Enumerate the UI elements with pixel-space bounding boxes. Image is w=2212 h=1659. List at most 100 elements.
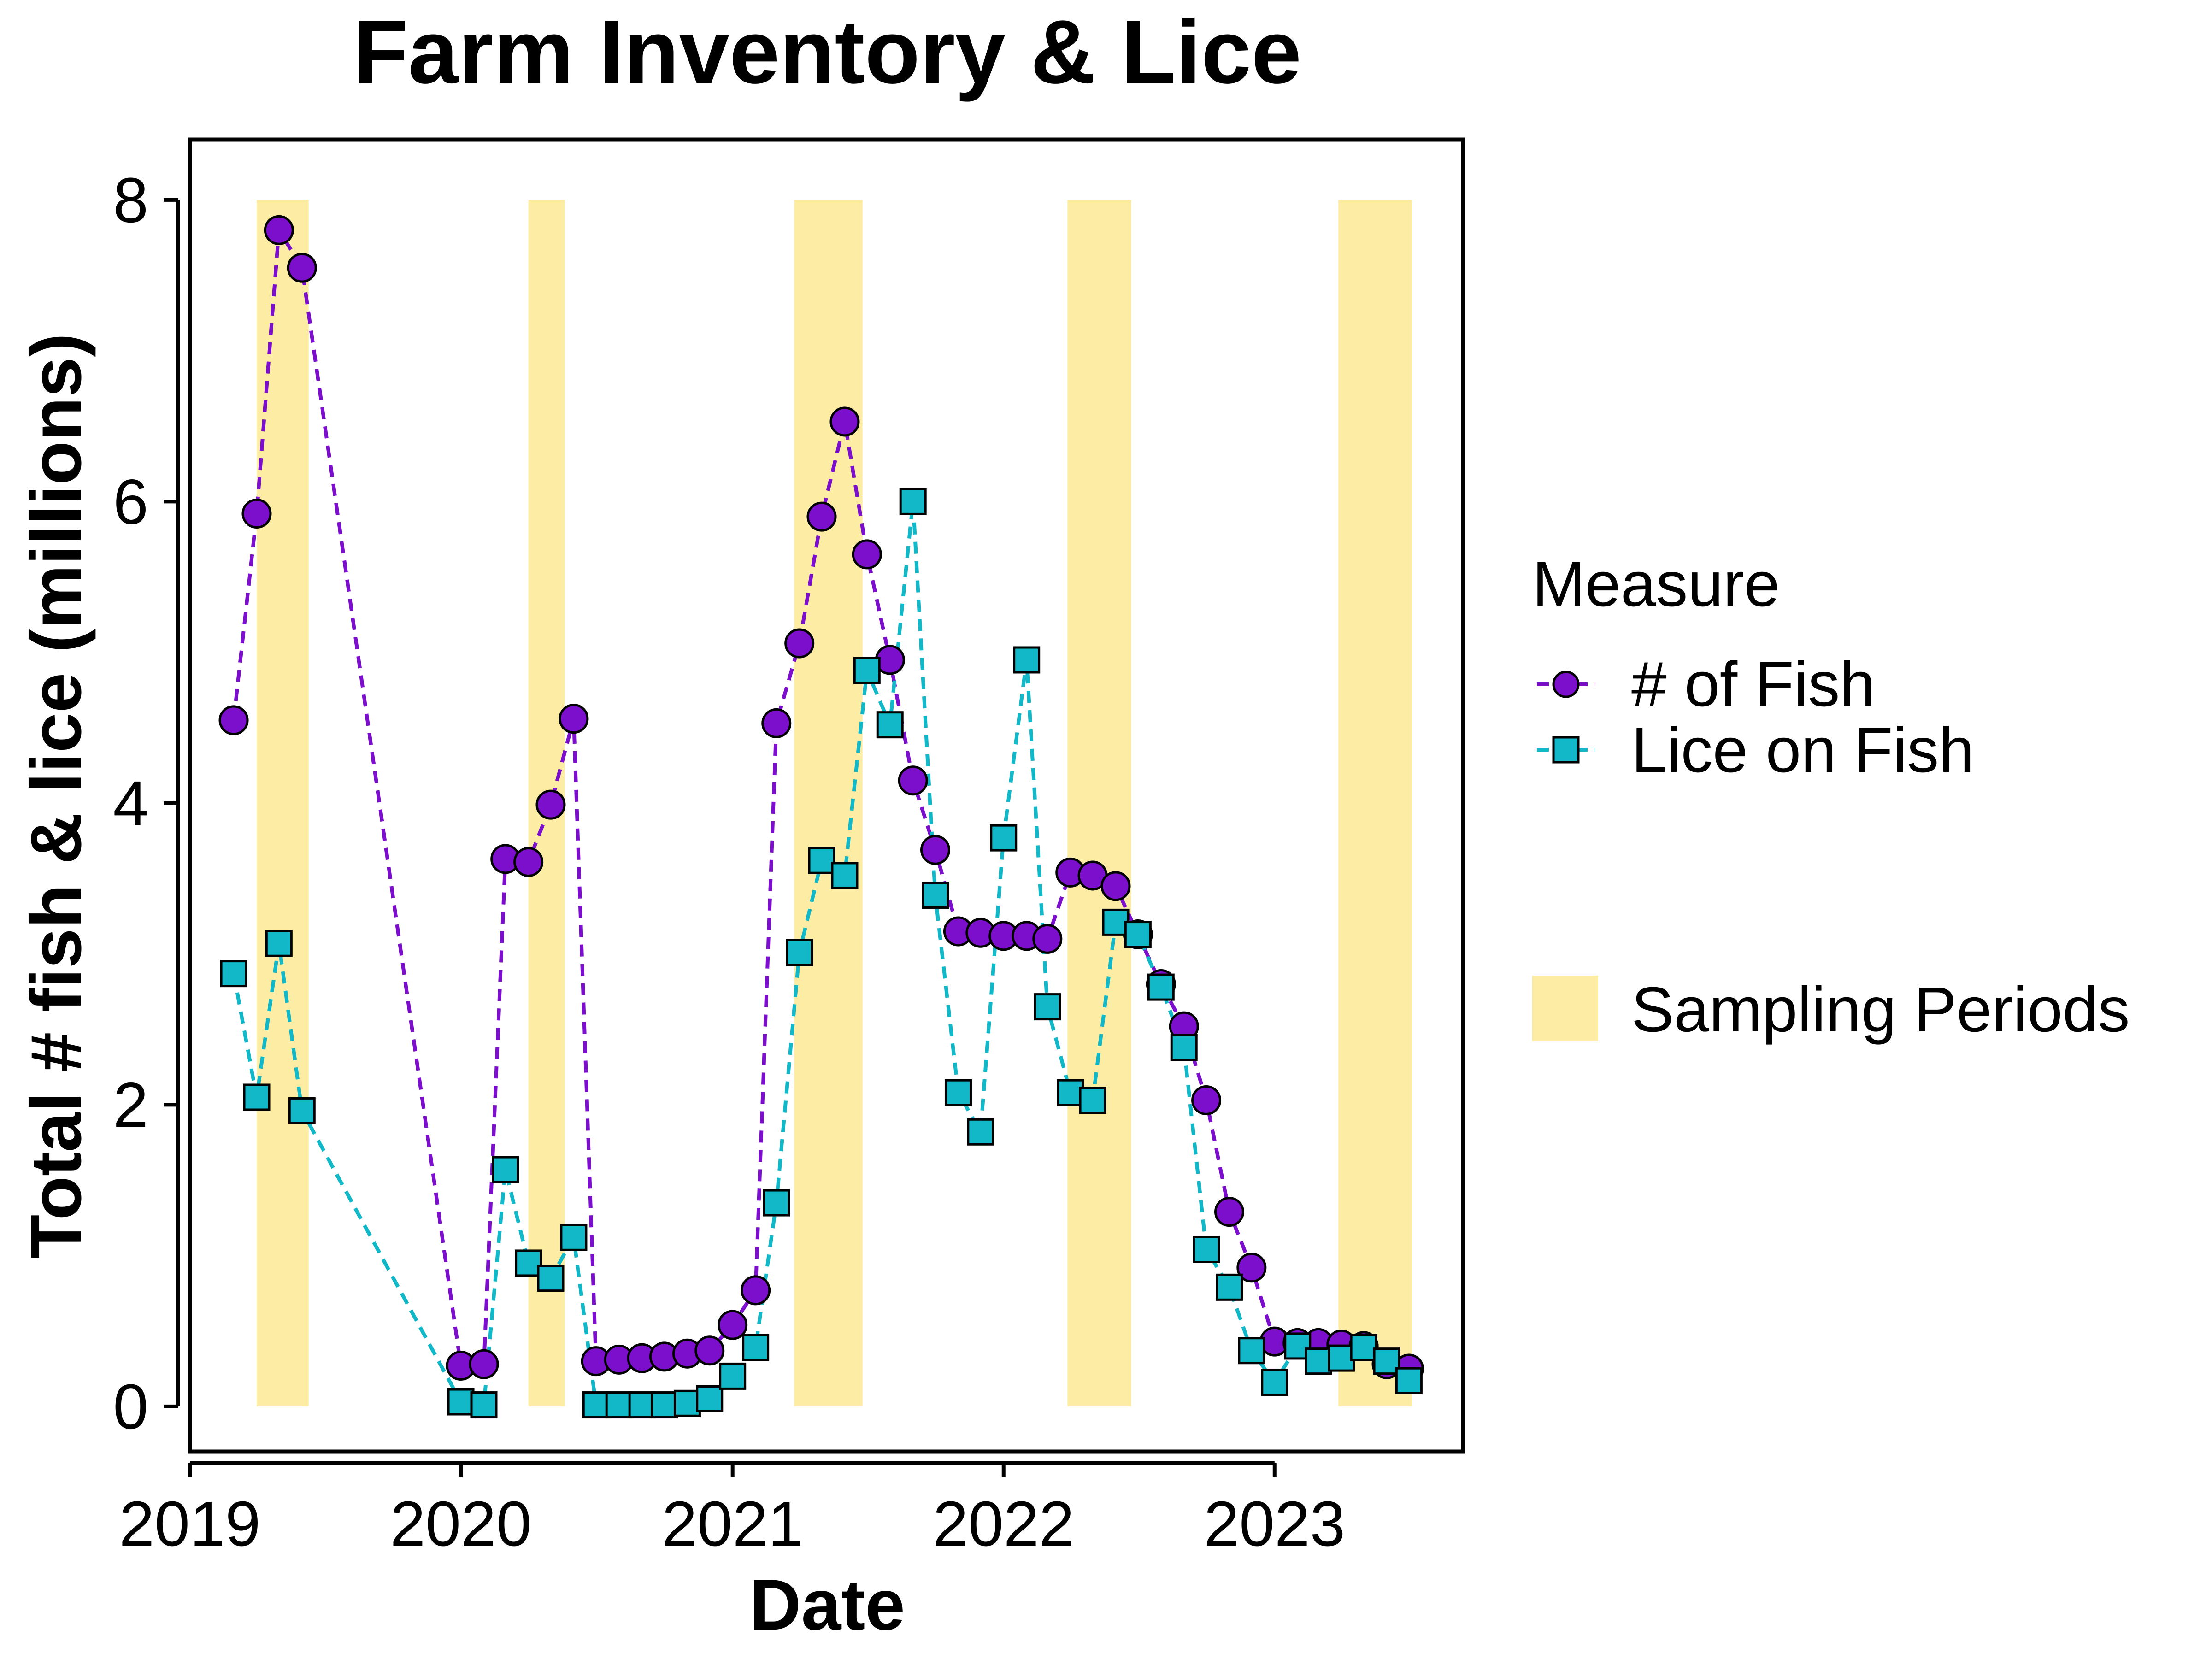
point-lice-40 <box>1238 1337 1265 1365</box>
point-fish-17 <box>718 1310 748 1340</box>
legend: Measure # of Fish Lice on Fish Sampling … <box>1532 549 2130 1045</box>
point-fish-9 <box>535 789 566 820</box>
point-fish-10 <box>559 704 589 734</box>
point-fish-16 <box>694 1335 725 1366</box>
point-lice-26 <box>922 881 949 909</box>
point-lice-30 <box>1013 646 1041 674</box>
point-lice-46 <box>1373 1347 1400 1375</box>
point-lice-41 <box>1261 1368 1288 1396</box>
point-lice-35 <box>1124 921 1152 948</box>
point-lice-7 <box>492 1156 519 1183</box>
y-tick-label-4: 4 <box>113 768 148 839</box>
legend-fish-marker <box>1552 671 1580 698</box>
point-lice-36 <box>1147 973 1175 1001</box>
point-lice-18 <box>742 1334 770 1361</box>
sampling-period-bands <box>256 200 1412 1406</box>
point-fish-22 <box>830 406 860 437</box>
legend-lice-label: Lice on Fish <box>1631 715 1974 786</box>
series-markers <box>218 215 1424 1419</box>
point-lice-32 <box>1057 1079 1084 1106</box>
legend-item-lice: Lice on Fish <box>1537 715 1974 786</box>
y-tick-label-2: 2 <box>113 1070 148 1141</box>
legend-title: Measure <box>1532 549 1780 620</box>
sampling-period-band-1 <box>256 200 309 1406</box>
point-fish-19 <box>761 708 792 738</box>
x-axis-label: Date <box>749 1565 905 1645</box>
chart-title: Farm Inventory & Lice <box>353 1 1302 102</box>
point-lice-8 <box>515 1249 542 1277</box>
point-fish-18 <box>741 1275 771 1306</box>
point-fish-39 <box>1214 1197 1245 1227</box>
point-lice-31 <box>1034 993 1061 1021</box>
sampling-period-band-5 <box>1338 200 1412 1406</box>
point-fish-34 <box>1100 871 1131 901</box>
point-lice-4 <box>288 1097 316 1124</box>
point-lice-38 <box>1193 1235 1220 1263</box>
point-fish-1 <box>218 705 249 735</box>
x-tick-label-2021: 2021 <box>662 1488 803 1559</box>
point-lice-11 <box>582 1391 610 1419</box>
point-lice-24 <box>876 711 904 739</box>
legend-item-sampling: Sampling Periods <box>1532 974 2130 1045</box>
point-lice-34 <box>1102 908 1130 936</box>
point-lice-29 <box>990 824 1018 852</box>
x-axis: 2019 2020 2021 2022 2023 <box>119 1461 1345 1559</box>
x-tick-label-2022: 2022 <box>933 1488 1074 1559</box>
point-lice-3 <box>265 930 293 957</box>
y-tick-label-8: 8 <box>113 165 148 236</box>
point-lice-1 <box>220 960 247 988</box>
point-lice-17 <box>719 1362 747 1390</box>
point-lice-43 <box>1305 1347 1332 1375</box>
point-lice-25 <box>899 488 927 515</box>
point-lice-33 <box>1079 1087 1106 1114</box>
point-fish-31 <box>1032 924 1063 954</box>
point-fish-3 <box>264 215 294 245</box>
point-lice-16 <box>696 1385 724 1412</box>
x-tick-label-2023: 2023 <box>1204 1488 1345 1559</box>
point-lice-10 <box>560 1224 588 1251</box>
point-lice-47 <box>1395 1367 1423 1394</box>
y-tick-label-0: 0 <box>113 1371 148 1442</box>
point-lice-37 <box>1170 1034 1198 1061</box>
point-lice-2 <box>243 1083 271 1111</box>
point-fish-2 <box>241 499 272 529</box>
point-lice-19 <box>763 1189 790 1217</box>
plot-frame <box>188 137 1465 1454</box>
point-lice-9 <box>537 1265 565 1292</box>
legend-sampling-label: Sampling Periods <box>1631 974 2130 1045</box>
point-fish-4 <box>287 253 317 283</box>
point-fish-40 <box>1236 1253 1267 1283</box>
y-axis-label: Total # fish & lice (millions) <box>16 333 96 1259</box>
point-lice-21 <box>808 847 835 874</box>
legend-lice-marker <box>1552 736 1580 764</box>
point-fish-23 <box>852 539 882 570</box>
point-fish-8 <box>513 847 544 877</box>
point-lice-28 <box>967 1118 994 1146</box>
point-lice-45 <box>1350 1334 1377 1361</box>
x-tick-label-2019: 2019 <box>119 1488 261 1559</box>
point-lice-14 <box>650 1391 678 1419</box>
point-lice-5 <box>447 1388 475 1416</box>
sampling-period-band-4 <box>1067 200 1131 1406</box>
point-lice-6 <box>470 1391 498 1419</box>
point-fish-20 <box>784 628 815 659</box>
x-tick-label-2020: 2020 <box>390 1488 532 1559</box>
legend-fish-label: # of Fish <box>1631 649 1875 720</box>
point-lice-39 <box>1216 1273 1243 1301</box>
point-lice-22 <box>831 862 859 889</box>
point-lice-20 <box>786 939 813 966</box>
point-fish-38 <box>1191 1085 1222 1116</box>
y-tick-label-6: 6 <box>113 466 148 537</box>
point-fish-26 <box>920 835 951 865</box>
point-lice-44 <box>1328 1344 1355 1372</box>
legend-sampling-swatch <box>1532 976 1598 1041</box>
point-fish-25 <box>898 765 928 796</box>
point-lice-23 <box>853 657 881 684</box>
point-lice-12 <box>605 1391 633 1419</box>
y-axis: 0 2 4 6 8 <box>113 165 180 1442</box>
legend-item-fish: # of Fish <box>1537 649 1875 720</box>
point-fish-21 <box>806 501 837 532</box>
point-fish-6 <box>469 1349 499 1379</box>
point-lice-27 <box>944 1079 972 1106</box>
